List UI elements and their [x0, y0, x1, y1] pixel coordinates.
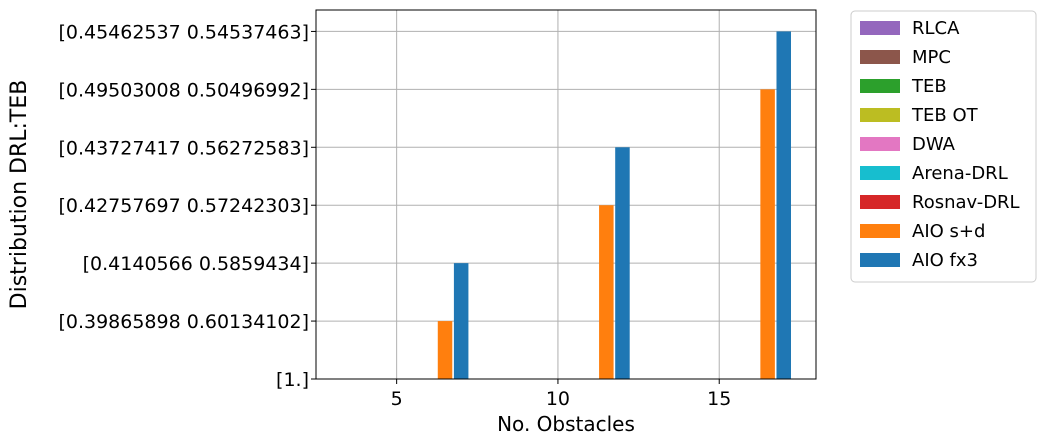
bar-aio-fx3 — [453, 263, 469, 379]
legend-label: Rosnav-DRL — [912, 192, 1020, 213]
bar-aio-s-d — [437, 321, 453, 379]
legend-swatch — [860, 253, 900, 267]
legend-swatch — [860, 50, 900, 64]
bars — [437, 31, 791, 379]
bar-aio-fx3 — [615, 147, 630, 379]
legend-label: AIO s+d — [912, 221, 985, 242]
y-tick-label: [0.45462537 0.54537463] — [58, 21, 309, 43]
legend-swatch — [860, 166, 900, 180]
x-tick-label: 10 — [546, 388, 570, 410]
bar-aio-fx3 — [776, 31, 791, 379]
legend-label: MPC — [912, 47, 951, 68]
y-tick-label: [0.49503008 0.50496992] — [58, 79, 309, 101]
legend-label: TEB — [911, 76, 947, 97]
legend-box — [850, 10, 1037, 283]
legend-swatch — [860, 79, 900, 93]
x-tick-label: 15 — [707, 388, 731, 410]
legend-swatch — [860, 108, 900, 122]
y-axis-label: Distribution DRL:TEB — [7, 80, 32, 310]
grid — [316, 10, 816, 380]
y-tick-label: [0.42757697 0.57242303] — [58, 195, 309, 217]
legend: RLCA MPC TEB TEB OT DWA Arena-DRL Rosnav-DRL AI… — [850, 10, 1037, 283]
legend-label: RLCA — [912, 18, 960, 39]
legend-swatch — [860, 224, 900, 238]
legend-label: DWA — [912, 134, 956, 155]
y-tick-label: [0.43727417 0.56272583] — [58, 137, 309, 159]
legend-swatch — [860, 137, 900, 151]
bar-aio-s-d — [599, 205, 614, 379]
y-tick-label: [0.4140566 0.5859434] — [83, 253, 309, 275]
y-tick-label: [0.39865898 0.60134102] — [58, 311, 309, 333]
legend-swatch — [860, 21, 900, 35]
legend-label: AIO fx3 — [912, 250, 978, 271]
plot-frame — [315, 9, 817, 380]
x-tick-label: 5 — [391, 388, 403, 410]
x-axis-ticks: 5 10 15 — [391, 379, 731, 410]
legend-swatch — [860, 195, 900, 209]
x-axis-label: No. Obstacles — [497, 412, 635, 436]
y-axis-ticks: [1.] [0.39865898 0.60134102] [0.4140566 0.… — [58, 21, 316, 391]
legend-label: Arena-DRL — [912, 163, 1008, 184]
y-tick-label: [1.] — [276, 369, 309, 391]
legend-label: TEB OT — [911, 105, 979, 126]
bar-aio-s-d — [760, 89, 775, 379]
